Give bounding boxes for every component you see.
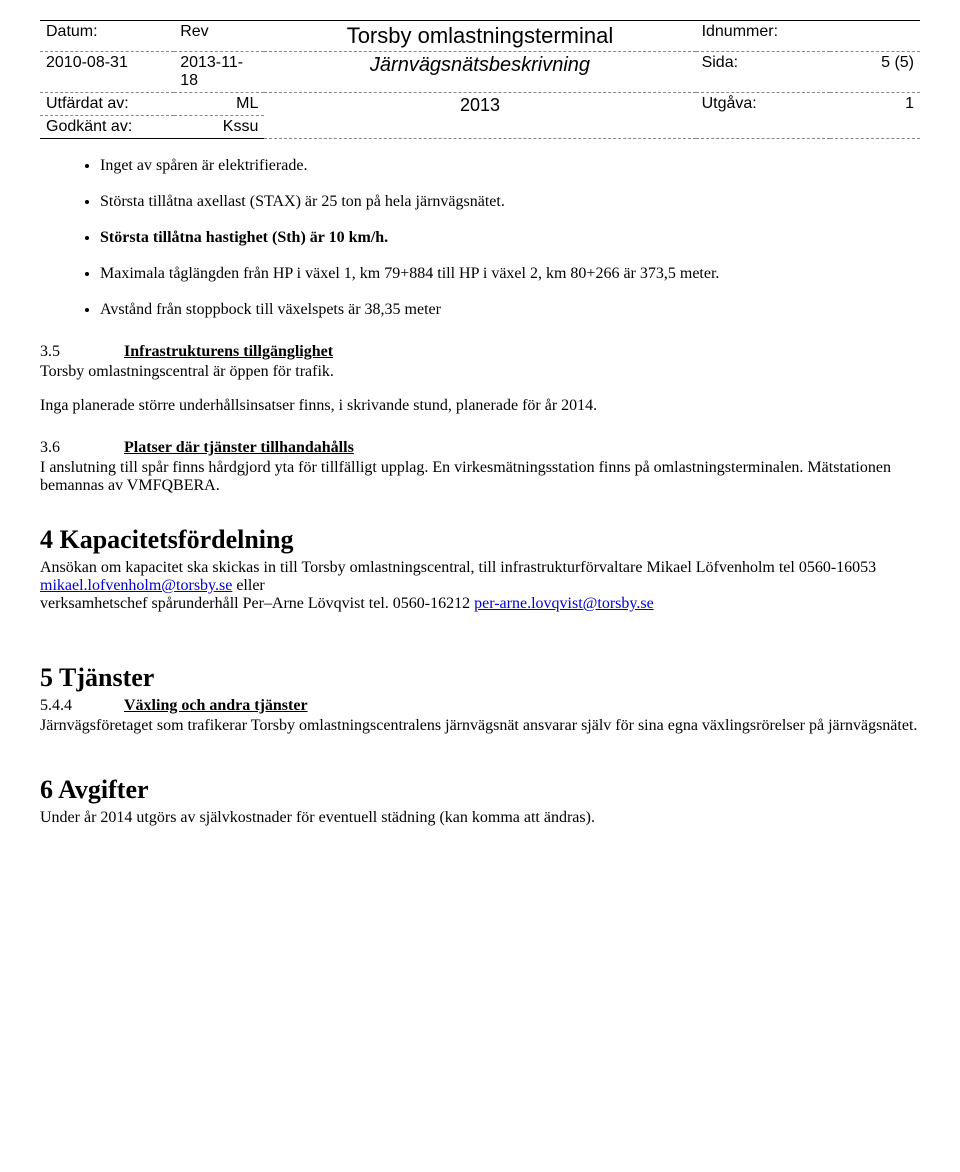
idnummer-label: Idnummer: (696, 21, 830, 52)
godkant-value: Kssu (174, 116, 264, 139)
datum-value: 2010-08-31 (40, 52, 174, 93)
section-title: Platser där tjänster tillhandahålls (124, 439, 354, 456)
subtitle: Järnvägsnätsbeskrivning (264, 52, 695, 93)
section-3-6-p1: I anslutning till spår finns hårdgjord y… (40, 459, 920, 495)
section-5-p1: Järnvägsföretaget som trafikerar Torsby … (40, 717, 920, 735)
section-title: Växling och andra tjänster (124, 697, 308, 714)
utgava-label: Utgåva: (696, 93, 830, 139)
document-header-table: Datum: Rev Torsby omlastningsterminal Id… (40, 20, 920, 139)
rev-label: Rev (174, 21, 264, 52)
section-number: 3.5 (40, 343, 120, 361)
section-number: 5.4.4 (40, 697, 120, 715)
main-title: Torsby omlastningsterminal (264, 21, 695, 52)
list-item: Avstånd från stoppbock till växelspets ä… (100, 301, 920, 319)
utgava-value: 1 (830, 93, 920, 139)
section-3-6-heading: 3.6 Platser där tjänster tillhandahålls (40, 439, 920, 457)
utfardat-value: ML (174, 93, 264, 116)
sida-label: Sida: (696, 52, 830, 93)
section-3-5-p2: Inga planerade större underhållsinsatser… (40, 397, 920, 415)
email-link-1[interactable]: mikael.lofvenholm@torsby.se (40, 577, 232, 594)
sida-value: 5 (5) (830, 52, 920, 93)
section-3-5-heading: 3.5 Infrastrukturens tillgänglighet (40, 343, 920, 361)
section-5-heading: 5 Tjänster (40, 663, 920, 693)
year: 2013 (264, 93, 695, 139)
datum-label: Datum: (40, 21, 174, 52)
bullet-list: Inget av spåren är elektrifierade. Störs… (100, 157, 920, 319)
godkant-label: Godkänt av: (40, 116, 174, 139)
section-number: 3.6 (40, 439, 120, 457)
section-5-4-4-heading: 5.4.4 Växling och andra tjänster (40, 697, 920, 715)
rev-value: 2013-11-18 (174, 52, 264, 93)
idnummer-value (830, 21, 920, 52)
section-4-paragraph: Ansökan om kapacitet ska skickas in till… (40, 559, 920, 613)
section-title: Infrastrukturens tillgänglighet (124, 343, 333, 360)
section-6-heading: 6 Avgifter (40, 775, 920, 805)
section-6-p1: Under år 2014 utgörs av självkostnader f… (40, 809, 920, 827)
list-item: Största tillåtna axellast (STAX) är 25 t… (100, 193, 920, 211)
list-item-text: Största tillåtna hastighet (Sth) är 10 k… (100, 229, 388, 246)
list-item: Största tillåtna hastighet (Sth) är 10 k… (100, 229, 920, 247)
list-item: Maximala tåglängden från HP i växel 1, k… (100, 265, 920, 283)
section-4-heading: 4 Kapacitetsfördelning (40, 525, 920, 555)
section-4-text-a: Ansökan om kapacitet ska skickas in till… (40, 559, 876, 576)
utfardat-label: Utfärdat av: (40, 93, 174, 116)
section-4-text-c: verksamhetschef spårunderhåll Per–Arne L… (40, 595, 474, 612)
section-3-5-p1: Torsby omlastningscentral är öppen för t… (40, 363, 920, 381)
list-item: Inget av spåren är elektrifierade. (100, 157, 920, 175)
email-link-2[interactable]: per-arne.lovqvist@torsby.se (474, 595, 654, 612)
section-4-text-b: eller (232, 577, 264, 594)
